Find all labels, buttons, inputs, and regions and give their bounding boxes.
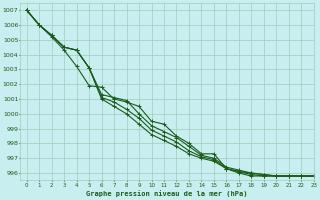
X-axis label: Graphe pression niveau de la mer (hPa): Graphe pression niveau de la mer (hPa) — [86, 190, 248, 197]
